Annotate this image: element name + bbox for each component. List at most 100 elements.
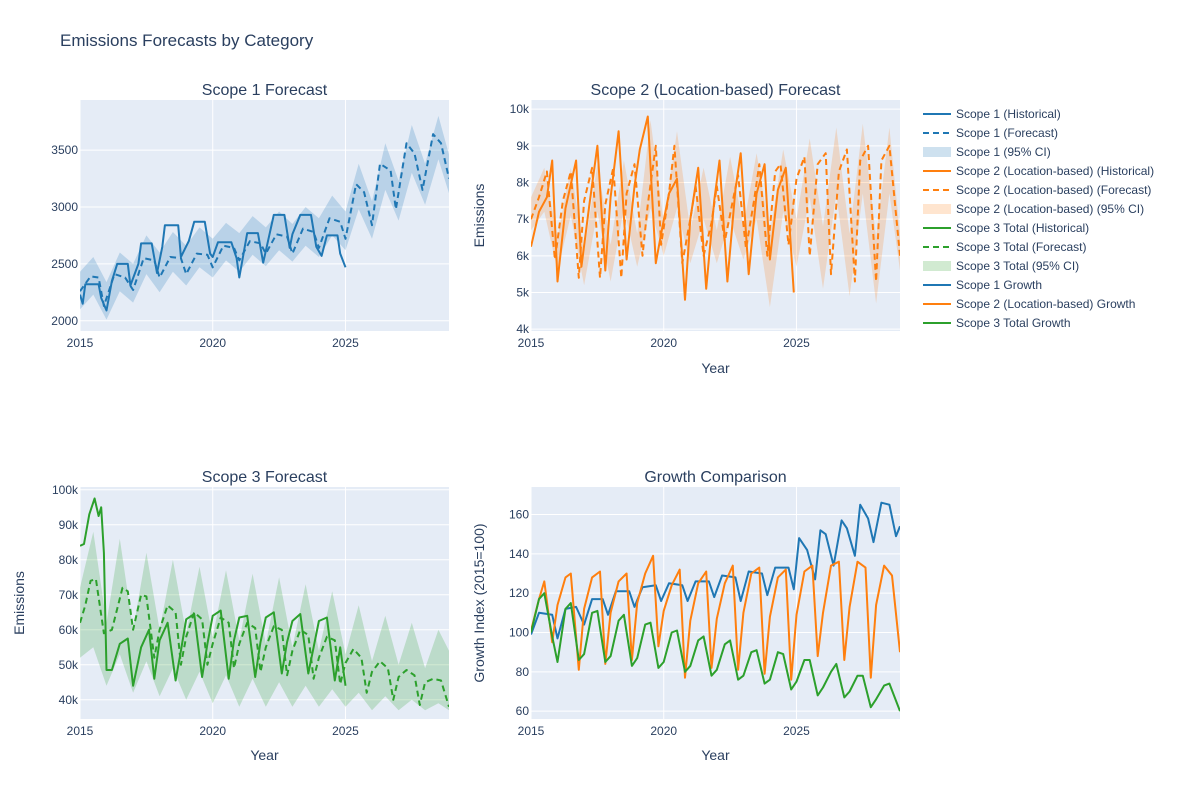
y-tick-label: 6k [516, 249, 530, 263]
legend-item[interactable]: Scope 1 (95% CI) [920, 142, 1195, 161]
legend-label: Scope 3 Total (95% CI) [956, 258, 1080, 273]
series-line [80, 497, 347, 687]
y-tick-label: 120 [509, 586, 529, 600]
x-tick-label: 2020 [650, 724, 677, 738]
ci-band [80, 115, 449, 320]
series-line [531, 144, 900, 283]
y-axis-label: Growth Index (2015=100) [471, 523, 487, 682]
legend-swatch-icon [923, 321, 951, 324]
series-line [531, 501, 900, 640]
y-axis-label: Emissions [11, 571, 27, 635]
legend-item[interactable]: Scope 2 (Location-based) (Historical) [920, 161, 1195, 180]
legend-item[interactable]: Scope 2 (Location-based) (Forecast) [920, 180, 1195, 199]
x-axis-label: Year [701, 747, 730, 763]
series-group [80, 115, 449, 320]
y-tick-label: 3500 [51, 143, 78, 157]
legend-swatch-icon [923, 188, 951, 191]
series-group [531, 115, 900, 308]
x-tick-label: 2025 [332, 336, 359, 350]
legend-swatch-icon [923, 203, 951, 214]
legend-label: Scope 3 Total (Historical) [956, 220, 1090, 235]
y-tick-label: 2000 [51, 314, 78, 328]
legend-label: Scope 1 Growth [956, 277, 1043, 292]
series-group [531, 501, 900, 712]
y-tick-label: 60 [516, 704, 530, 718]
plot-area [531, 487, 900, 719]
y-tick-label: 7k [516, 212, 530, 226]
y-tick-label: 10k [510, 102, 530, 116]
legend-swatch-icon [923, 245, 951, 248]
legend-swatch-icon [923, 112, 951, 115]
y-tick-label: 5k [516, 286, 530, 300]
y-tick-label: 80 [516, 665, 530, 679]
series-line [531, 554, 900, 681]
subplot-growth: 2015 2020 2025 60 80 100 120 140 160 Growth Compa… [471, 469, 900, 763]
subplot-scope1: 2015 2020 2025 2000 2500 3000 3500 Scope 1 Fore… [51, 82, 449, 350]
legend-label: Scope 1 (Historical) [956, 106, 1061, 121]
legend-label: Scope 2 (Location-based) (Historical) [956, 163, 1155, 178]
y-axis-label: Emissions [471, 184, 487, 248]
x-tick-label: 2015 [67, 336, 94, 350]
legend-label: Scope 3 Total Growth [956, 315, 1071, 330]
y-tick-label: 4k [516, 322, 530, 336]
y-tick-label: 50k [59, 658, 79, 672]
y-tick-label: 140 [509, 547, 529, 561]
x-axis-label: Year [250, 747, 279, 763]
y-tick-label: 8k [516, 176, 530, 190]
legend-label: Scope 1 (Forecast) [956, 125, 1059, 140]
y-tick-label: 40k [59, 693, 79, 707]
plot-area [80, 100, 449, 331]
x-tick-label: 2025 [783, 724, 810, 738]
subplot-scope3: 2015 2020 2025 40k 50k 60k 70k 80k 90k 100k Scope … [11, 469, 449, 763]
y-tick-label: 9k [516, 139, 530, 153]
legend-item[interactable]: Scope 2 (Location-based) (95% CI) [920, 199, 1195, 218]
legend-swatch-icon [923, 169, 951, 172]
x-tick-label: 2025 [332, 724, 359, 738]
legend-item[interactable]: Scope 3 Total (Forecast) [920, 237, 1195, 256]
y-tick-label: 90k [59, 518, 79, 532]
x-tick-label: 2015 [67, 724, 94, 738]
y-tick-label: 100 [509, 625, 529, 639]
subplot-title: Growth Comparison [644, 469, 786, 486]
series-line [531, 592, 900, 712]
legend-item[interactable]: Scope 3 Total (Historical) [920, 218, 1195, 237]
legend-swatch-icon [923, 146, 951, 157]
x-axis-label: Year [701, 360, 730, 376]
y-tick-label: 2500 [51, 257, 78, 271]
y-tick-label: 60k [59, 623, 79, 637]
x-tick-label: 2020 [199, 724, 226, 738]
legend-swatch-icon [923, 226, 951, 229]
y-tick-label: 70k [59, 588, 79, 602]
y-tick-label: 80k [59, 553, 79, 567]
legend-swatch-icon [923, 283, 951, 286]
plot-area [80, 487, 449, 719]
subplot-title: Scope 1 Forecast [202, 82, 328, 99]
legend-item[interactable]: Scope 3 Total (95% CI) [920, 256, 1195, 275]
legend-item[interactable]: Scope 2 (Location-based) Growth [920, 294, 1195, 313]
x-tick-label: 2015 [518, 336, 545, 350]
subplot-title: Scope 2 (Location-based) Forecast [591, 82, 841, 99]
legend-item[interactable]: Scope 1 Growth [920, 275, 1195, 294]
legend-item[interactable]: Scope 1 (Forecast) [920, 123, 1195, 142]
ci-band [80, 531, 449, 711]
series-line [80, 213, 347, 312]
y-tick-label: 100k [52, 483, 79, 497]
ci-band [531, 120, 900, 308]
legend-label: Scope 2 (Location-based) Growth [956, 296, 1136, 311]
series-group [80, 497, 449, 711]
legend: Scope 1 (Historical) Scope 1 (Forecast) Sc… [920, 104, 1195, 332]
x-tick-label: 2020 [650, 336, 677, 350]
legend-label: Scope 2 (Location-based) (Forecast) [956, 182, 1152, 197]
figure-title: Emissions Forecasts by Category [60, 31, 314, 50]
series-line [80, 578, 449, 708]
legend-label: Scope 2 (Location-based) (95% CI) [956, 201, 1145, 216]
x-tick-label: 2025 [783, 336, 810, 350]
legend-swatch-icon [923, 302, 951, 305]
legend-item[interactable]: Scope 3 Total Growth [920, 313, 1195, 332]
y-tick-label: 160 [509, 508, 529, 522]
subplot-scope2: 2015 2020 2025 4k 5k 6k 7k 8k 9k 10k Scope 2 (Loca… [471, 82, 900, 376]
y-tick-label: 3000 [51, 200, 78, 214]
legend-item[interactable]: Scope 1 (Historical) [920, 104, 1195, 123]
